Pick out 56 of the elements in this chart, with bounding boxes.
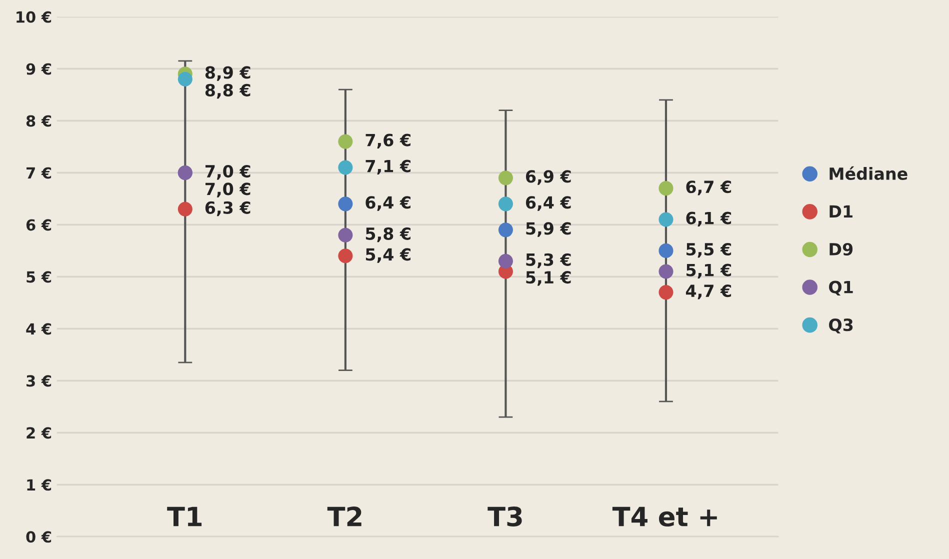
- data-label: 7,6 €: [366, 134, 410, 149]
- x-tick-label: T2: [327, 506, 362, 526]
- y-tick-label: 2 €: [26, 427, 52, 439]
- y-tick-label: 9 €: [26, 63, 52, 75]
- point: [498, 196, 513, 212]
- x-tick-label: T3: [488, 506, 522, 527]
- data-label: 4,7 €: [686, 284, 732, 300]
- data-label: 5,4 €: [366, 248, 410, 263]
- legend-label: Q1: [829, 280, 853, 296]
- data-label: 7,0 €: [206, 182, 250, 198]
- legend-label: D1: [830, 205, 852, 218]
- point: [658, 264, 674, 279]
- y-tick-label: 6 €: [26, 219, 52, 231]
- data-label: 5,8 €: [366, 227, 410, 242]
- y-tick-label: 5 €: [26, 271, 52, 283]
- data-label: 6,7 €: [686, 180, 732, 196]
- point: [498, 222, 513, 238]
- point: [498, 254, 513, 268]
- data-label: 5,1 €: [526, 271, 571, 286]
- data-label: 7,0 €: [206, 164, 250, 180]
- data-label: 5,5 €: [686, 242, 732, 258]
- point: [658, 243, 674, 258]
- y-tick-label: 3 €: [26, 375, 52, 387]
- point: [338, 196, 353, 212]
- legend-label: Q3: [829, 318, 853, 334]
- point: [178, 72, 192, 86]
- legend-label: D9: [830, 242, 853, 256]
- data-label: 6,4 €: [366, 196, 410, 211]
- y-tick-label: 8 €: [26, 115, 52, 127]
- point: [338, 134, 353, 149]
- x-tick-label: T1: [167, 506, 202, 526]
- point: [658, 285, 674, 300]
- data-label: 5,9 €: [526, 222, 571, 237]
- y-tick-label: 10 €: [16, 11, 52, 23]
- data-label: 6,3 €: [205, 201, 250, 216]
- point: [338, 248, 353, 264]
- point: [658, 181, 674, 196]
- point: [498, 170, 513, 186]
- y-tick-label: 7 €: [26, 167, 52, 179]
- data-label: 6,1 €: [686, 212, 732, 226]
- data-label: 8,8 €: [205, 84, 250, 99]
- data-label: 5,1 €: [686, 264, 732, 278]
- data-label: 8,9 €: [205, 66, 250, 81]
- legend-label: Médiane: [830, 166, 908, 180]
- data-label: 6,4 €: [526, 196, 571, 211]
- point: [658, 212, 674, 227]
- x-tick-label: T4 et +: [612, 506, 717, 527]
- data-label: 7,1 €: [366, 160, 410, 174]
- point: [338, 228, 353, 242]
- point: [178, 202, 192, 216]
- y-tick-label: 4 €: [26, 323, 52, 335]
- y-tick-label: 1 €: [27, 479, 52, 491]
- point: [338, 160, 353, 175]
- y-tick-label: 0 €: [26, 531, 52, 543]
- data-label: 6,9 €: [526, 170, 571, 185]
- data-label: 5,3 €: [526, 253, 571, 268]
